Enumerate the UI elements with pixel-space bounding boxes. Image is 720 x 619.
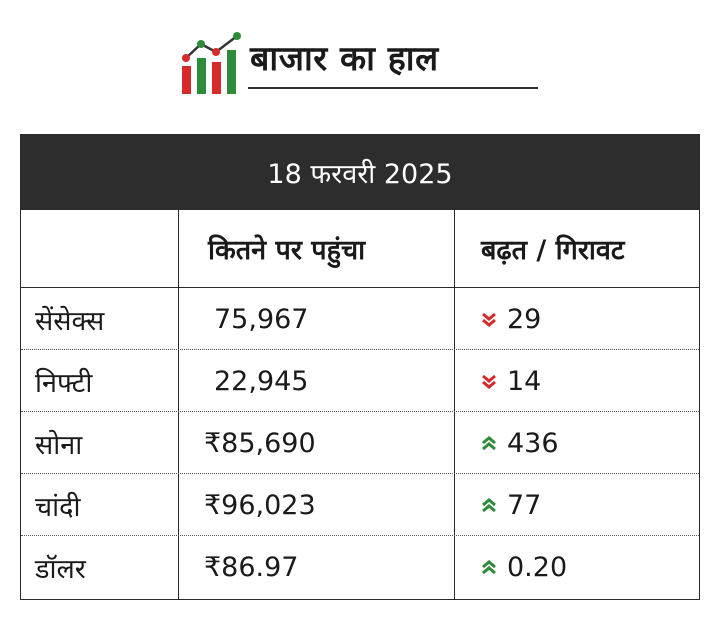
change-value: 0.20: [507, 551, 568, 583]
double-chevron-down-icon: [482, 374, 496, 389]
market-table: 18 फरवरी 2025 कितने पर पहुंचा बढ़त / गिर…: [20, 134, 700, 600]
row-change: 14: [481, 350, 541, 412]
row-value: ₹86.97: [204, 551, 299, 583]
market-chart-logo-icon: [182, 32, 241, 94]
row-name: सोना: [35, 429, 83, 461]
title-underline: [248, 87, 538, 89]
row-divider: [21, 535, 699, 536]
row-divider: [21, 349, 699, 350]
double-chevron-up-icon: [482, 436, 496, 451]
row-divider: [21, 473, 699, 474]
change-value: 29: [507, 303, 542, 335]
page-title: बाजार का हाल: [250, 39, 439, 79]
change-value: 14: [507, 365, 542, 397]
row-name: निफ्टी: [35, 367, 93, 399]
row-name: सेंसेक्स: [35, 305, 105, 337]
row-name: चांदी: [35, 491, 81, 523]
change-value: 77: [507, 489, 542, 521]
row-change: 29: [481, 288, 541, 350]
row-name: डॉलर: [35, 553, 86, 585]
row-value: 75,967: [214, 303, 309, 335]
table-date-header: 18 फरवरी 2025: [21, 135, 699, 210]
row-value: 22,945: [214, 365, 309, 397]
row-value: ₹96,023: [204, 489, 316, 521]
row-divider: [21, 411, 699, 412]
double-chevron-up-icon: [482, 498, 496, 513]
row-change: 436: [481, 412, 559, 474]
column-header-value: कितने पर पहुंचा: [208, 235, 366, 266]
column-divider: [454, 210, 455, 599]
row-divider: [21, 287, 699, 288]
double-chevron-up-icon: [482, 560, 496, 575]
column-divider: [178, 210, 179, 599]
row-value: ₹85,690: [204, 427, 316, 459]
column-header-change: बढ़त / गिरावट: [481, 235, 625, 266]
change-value: 436: [507, 427, 559, 459]
row-change: 77: [481, 474, 541, 536]
column-header-name: [21, 210, 178, 287]
double-chevron-down-icon: [482, 312, 496, 327]
page-header: बाजार का हाल: [180, 30, 540, 100]
row-change: 0.20: [481, 536, 567, 598]
